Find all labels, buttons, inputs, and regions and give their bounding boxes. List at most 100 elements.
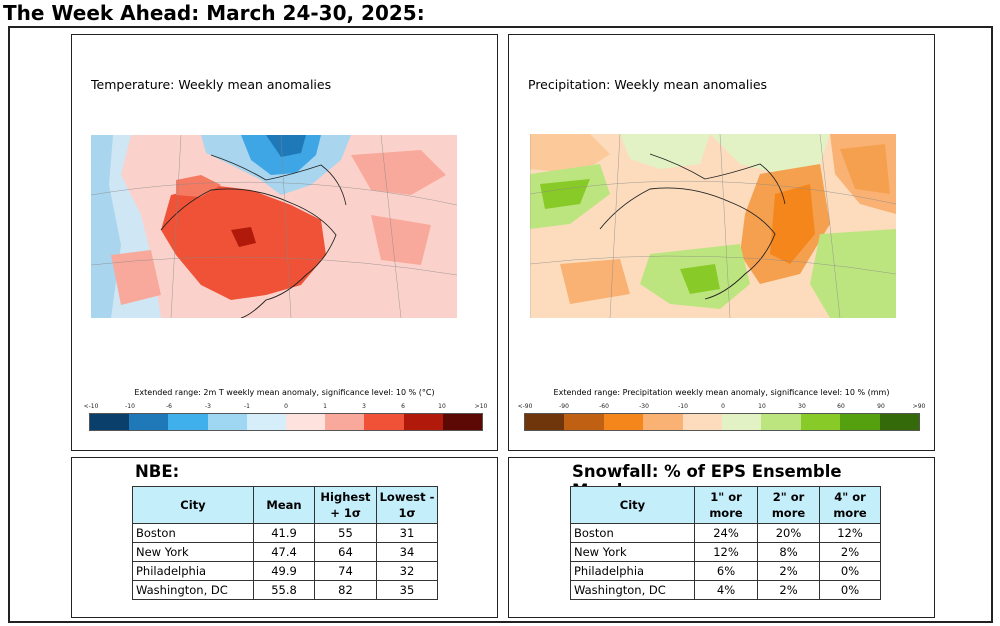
page-title: The Week Ahead: March 24-30, 2025: (3, 1, 425, 25)
precip-swatch (564, 414, 604, 430)
mean-cell: 47.4 (253, 542, 315, 562)
city-cell: Boston (132, 523, 254, 543)
temp-tick-4: -1 (244, 403, 250, 410)
column-header-mean: Mean (253, 486, 315, 524)
temp-swatch (168, 414, 208, 430)
city-cell: New York (132, 542, 254, 562)
precipitation-colorbar (524, 413, 920, 431)
table-row: Boston 24% 20% 12% (570, 523, 881, 543)
table-row: Boston 41.9 55 31 (132, 523, 438, 543)
temperature-colorbar-caption: Extended range: 2m T weekly mean anomaly… (134, 388, 435, 397)
table-header-row: City Mean Highest + 1σ Lowest - 1σ (132, 486, 438, 524)
precipitation-colorbar-ticks: <-90 -90 -60 -30 -10 0 10 30 60 90 >90 (509, 403, 934, 413)
temp-tick-5: 0 (284, 403, 288, 410)
snowfall-panel: Snowfall: % of EPS Ensemble Members: Cit… (508, 457, 935, 618)
precip-tick-6: 10 (758, 403, 766, 410)
precip-tick-4: -10 (678, 403, 688, 410)
temp-tick-7: 3 (362, 403, 366, 410)
temp-tick-3: -3 (205, 403, 211, 410)
pct-4in-cell: 2% (819, 542, 881, 562)
lowest-cell: 34 (376, 542, 438, 562)
temp-tick-6: 1 (323, 403, 327, 410)
temp-tick-2: -6 (166, 403, 172, 410)
temp-swatch (129, 414, 169, 430)
precip-tick-0: <-90 (517, 403, 533, 410)
mean-cell: 55.8 (253, 580, 315, 600)
temp-swatch (325, 414, 365, 430)
temp-swatch (207, 414, 247, 430)
city-cell: Philadelphia (132, 561, 254, 581)
pct-1in-cell: 4% (694, 580, 758, 600)
pct-2in-cell: 2% (757, 561, 820, 581)
pct-2in-cell: 20% (757, 523, 820, 543)
temp-tick-0: <-10 (83, 403, 99, 410)
temp-tick-9: 10 (438, 403, 446, 410)
column-header-city: City (570, 486, 695, 524)
highest-cell: 74 (314, 561, 377, 581)
precip-tick-7: 30 (798, 403, 806, 410)
temp-swatch (246, 414, 287, 430)
highest-cell: 55 (314, 523, 377, 543)
column-header-highest: Highest + 1σ (314, 486, 377, 524)
precipitation-map-title: Precipitation: Weekly mean anomalies (528, 77, 768, 92)
nbe-table: City Mean Highest + 1σ Lowest - 1σ Bosto… (132, 486, 438, 600)
temperature-map-title: Temperature: Weekly mean anomalies (91, 77, 332, 92)
precip-swatch (525, 414, 565, 430)
table-row: Philadelphia 49.9 74 32 (132, 561, 438, 581)
temperature-anomaly-map (91, 135, 457, 318)
pct-1in-cell: 12% (694, 542, 758, 562)
column-header-1in: 1" or more (694, 486, 758, 524)
mean-cell: 41.9 (253, 523, 315, 543)
city-cell: Philadelphia (570, 561, 695, 581)
column-header-lowest: Lowest - 1σ (376, 486, 438, 524)
precip-tick-8: 60 (837, 403, 845, 410)
pct-2in-cell: 2% (757, 580, 820, 600)
temp-tick-10: >10 (474, 403, 488, 410)
pct-4in-cell: 0% (819, 580, 881, 600)
lowest-cell: 31 (376, 523, 438, 543)
column-header-2in: 2" or more (757, 486, 820, 524)
pct-1in-cell: 6% (694, 561, 758, 581)
table-row: New York 12% 8% 2% (570, 542, 881, 562)
nbe-panel: NBE: City Mean Highest + 1σ Lowest - 1σ … (71, 457, 498, 618)
lowest-cell: 32 (376, 561, 438, 581)
precip-swatch (840, 414, 880, 430)
mean-cell: 49.9 (253, 561, 315, 581)
precip-swatch (643, 414, 683, 430)
outer-frame (8, 26, 993, 623)
table-header-row: City 1" or more 2" or more 4" or more (570, 486, 881, 524)
precipitation-colorbar-caption: Extended range: Precipitation weekly mea… (553, 388, 890, 397)
precip-swatch (603, 414, 644, 430)
pct-4in-cell: 12% (819, 523, 881, 543)
highest-cell: 82 (314, 580, 377, 600)
snowfall-table: City 1" or more 2" or more 4" or more Bo… (570, 486, 881, 600)
temp-swatch (403, 414, 443, 430)
temp-swatch (442, 414, 483, 430)
nbe-title: NBE: (135, 462, 180, 481)
precip-tick-9: 90 (877, 403, 885, 410)
pct-4in-cell: 0% (819, 561, 881, 581)
precipitation-anomaly-map (530, 134, 896, 318)
table-row: New York 47.4 64 34 (132, 542, 438, 562)
precip-swatch (761, 414, 801, 430)
precip-swatch (682, 414, 723, 430)
temp-swatch (90, 414, 130, 430)
pct-1in-cell: 24% (694, 523, 758, 543)
column-header-city: City (132, 486, 254, 524)
city-cell: New York (570, 542, 695, 562)
pct-2in-cell: 8% (757, 542, 820, 562)
temp-tick-8: 6 (401, 403, 405, 410)
precip-tick-5: 0 (721, 403, 725, 410)
temperature-colorbar (89, 413, 483, 431)
lowest-cell: 35 (376, 580, 438, 600)
table-row: Washington, DC 4% 2% 0% (570, 580, 881, 600)
precipitation-panel: Precipitation: Weekly mean anomalies Ext… (508, 34, 935, 451)
city-cell: Washington, DC (570, 580, 695, 600)
precip-swatch (879, 414, 920, 430)
city-cell: Washington, DC (132, 580, 254, 600)
temp-tick-1: -10 (125, 403, 135, 410)
temp-swatch (286, 414, 326, 430)
precip-tick-3: -30 (639, 403, 649, 410)
column-header-4in: 4" or more (819, 486, 881, 524)
precip-tick-1: -90 (559, 403, 569, 410)
